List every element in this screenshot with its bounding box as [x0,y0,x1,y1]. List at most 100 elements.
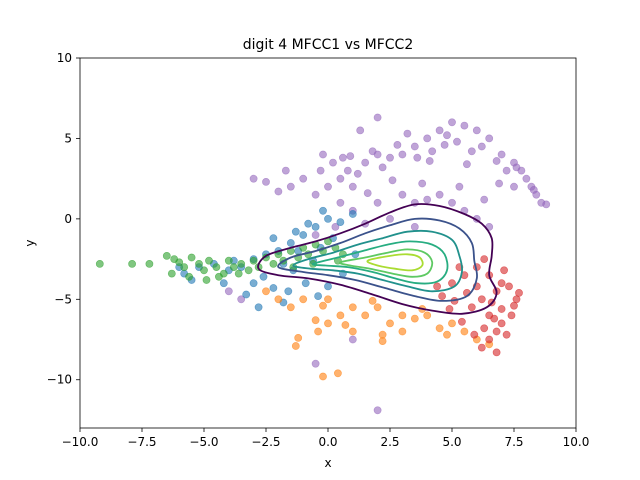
scatter-point [418,179,427,188]
scatter-point [448,198,456,207]
scatter-point [500,266,508,275]
x-axis-ticks: −10.0 −7.5 −5.0 −2.5 0.0 2.5 5.0 7.5 10.0 [62,428,589,449]
scatter-point [281,166,290,175]
scatter-point [480,255,489,263]
scatter-point [438,292,446,300]
scatter-point [311,359,320,368]
y-axis-ticks: −10 −5 0 5 10 [47,51,80,387]
scatter-point [470,330,479,339]
scatter-point [368,147,377,156]
scatter-point [510,301,518,310]
scatter-point [440,140,449,149]
scatter-point [254,303,263,312]
scatter-point [262,287,270,296]
scatter-point [269,234,278,243]
scatter-point [393,140,402,149]
scatter-point [286,239,295,247]
scatter-point [249,174,258,183]
scatter-point [485,134,494,143]
scatter-point [445,305,454,313]
scatter-point [512,163,521,172]
scatter-point [338,153,347,162]
scatter-point [348,303,357,312]
scatter-point [319,301,327,310]
scatter-point [435,190,444,199]
scatter-point [299,174,308,183]
y-tick-label: −10 [47,373,72,387]
scatter-point [413,153,422,162]
scatter-point [234,269,243,278]
scatter-point [346,152,355,160]
y-tick-label: 10 [57,51,72,65]
scatter-point [319,206,327,215]
contour-line [311,240,449,285]
scatter-point [457,317,466,326]
scatter-point [195,259,203,268]
scatter-point [378,163,387,172]
scatter-point [249,256,258,265]
scatter-point [373,113,382,122]
scatter-point [492,327,501,336]
plot-marks [95,113,551,415]
scatter-point [286,303,295,312]
scatter-point [311,190,320,199]
scatter-point [448,279,456,288]
scatter-point [433,282,441,291]
scatter-point [398,190,407,199]
x-tick-label: 0.0 [318,435,337,449]
scatter-point [343,166,352,175]
scatter-point [448,319,456,328]
x-tick-label: −7.5 [127,435,156,449]
scatter-point [311,316,320,325]
scatter-point [542,200,551,209]
scatter-point [423,195,432,204]
scatter-point [505,282,513,291]
scatter-point [467,303,476,312]
scatter-point [324,319,332,328]
scatter-point [219,279,228,288]
scatter-point [291,342,300,350]
scatter-point [398,311,407,320]
scatter-point [269,259,278,268]
scatter-point [274,187,283,196]
scatter-point [259,272,268,281]
scatter-point [348,335,357,344]
scatter-point [162,251,171,260]
scatter-point [460,121,469,130]
scatter-point [492,157,501,165]
scatter-point [348,327,357,336]
density-contours [257,203,498,315]
scatter-point [497,279,506,288]
scatter-point [324,214,332,223]
scatter-point [200,266,208,275]
scatter-point [403,129,412,138]
scatter-point [294,333,303,342]
x-tick-label: −5.0 [189,435,218,449]
scatter-point [95,259,104,268]
scatter-point [212,263,221,271]
scatter-point [363,189,372,197]
scatter-point [495,179,503,188]
x-tick-label: −10.0 [62,435,99,449]
scatter-point [224,287,233,296]
scatter-point [314,327,322,336]
scatter-point [361,158,370,167]
scatter-point [378,337,387,345]
x-tick-label: 5.0 [442,435,461,449]
scatter-point [311,222,320,231]
scatter-point [269,284,278,292]
scatter-point [443,330,451,339]
x-axis-label: x [324,456,331,470]
x-tick-label: −2.5 [251,435,280,449]
scatter-point [368,296,377,305]
contour-line [292,229,463,293]
contour-line [277,217,478,302]
scatter-point [336,174,345,183]
scatter-point [237,295,246,304]
scatter-point [299,295,308,304]
scatter-point [167,269,176,278]
scatter-point [485,335,494,344]
scatter-point [319,150,327,159]
scatter-point [502,330,511,339]
